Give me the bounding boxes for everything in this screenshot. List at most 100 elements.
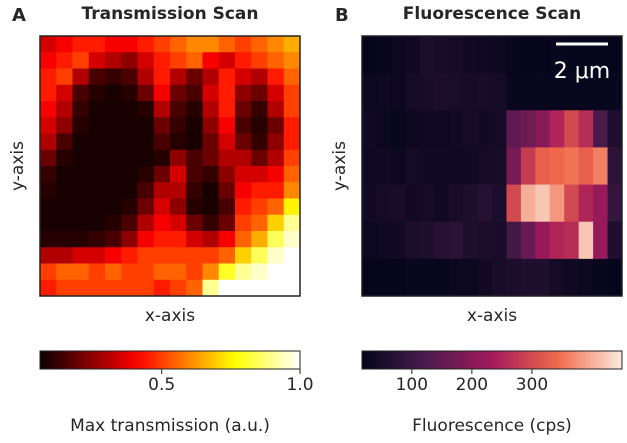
heatmap-cell — [88, 182, 106, 199]
heatmap-cell — [506, 258, 522, 297]
heatmap-cell — [153, 279, 171, 297]
heatmap-cell — [137, 279, 155, 297]
heatmap-cell — [549, 258, 565, 297]
heatmap-cell — [535, 221, 551, 260]
heatmap-cell — [267, 117, 285, 134]
heatmap-cell — [564, 110, 580, 148]
heatmap-cell — [578, 110, 594, 148]
heatmap-cell — [153, 149, 171, 167]
heatmap-cell — [283, 279, 301, 297]
colorbar-label: Fluorescence (cps) — [412, 416, 572, 436]
heatmap-cell — [105, 247, 122, 264]
heatmap-cell — [578, 147, 594, 185]
heatmap-cell — [463, 221, 478, 260]
heatmap-cell — [105, 166, 122, 183]
heatmap-cell — [251, 101, 268, 118]
heatmap-cell — [72, 198, 90, 216]
heatmap-cell — [564, 221, 580, 260]
heatmap-cell — [121, 214, 138, 232]
heatmap-cell — [463, 184, 478, 223]
heatmap-cell — [121, 198, 138, 216]
heatmap-cell — [218, 68, 236, 86]
heatmap-cell — [121, 279, 138, 297]
heatmap-cell — [105, 279, 122, 297]
heatmap-cell — [267, 149, 285, 167]
heatmap-cell — [376, 258, 392, 297]
heatmap-cell — [549, 73, 565, 111]
heatmap-cell — [549, 110, 565, 148]
x-axis-label: x-axis — [145, 306, 195, 326]
heatmap-cell — [153, 182, 171, 199]
heatmap-cell — [153, 36, 171, 53]
heatmap-cell — [137, 198, 155, 216]
heatmap-cell — [419, 110, 435, 148]
heatmap-cell — [218, 214, 236, 232]
heatmap-cell — [170, 247, 187, 264]
heatmap-cell — [40, 198, 57, 216]
heatmap-cell — [251, 36, 268, 53]
heatmap-cell — [578, 184, 594, 223]
colorbar-label: Max transmission (a.u.) — [70, 416, 270, 436]
heatmap-cell — [153, 133, 171, 151]
heatmap-cell — [434, 36, 450, 74]
heatmap-cell — [283, 231, 301, 248]
heatmap-cell — [434, 73, 450, 111]
heatmap-cell — [105, 182, 122, 199]
heatmap-cell — [170, 182, 187, 199]
heatmap-cell — [251, 231, 268, 248]
heatmap-cell — [72, 149, 90, 167]
heatmap-cell — [56, 279, 73, 297]
heatmap-cell — [251, 52, 268, 69]
heatmap-cell — [56, 101, 73, 118]
heatmap-cell — [186, 279, 203, 297]
heatmap-cell — [153, 198, 171, 216]
heatmap-cell — [186, 214, 203, 232]
heatmap-cell — [564, 184, 580, 223]
heatmap-cell — [72, 279, 90, 297]
heatmap-cell — [121, 52, 138, 69]
heatmap-cell — [121, 117, 138, 134]
heatmap-cell — [251, 182, 268, 199]
heatmap-cell — [390, 36, 406, 74]
scale-bar-label: 2 μm — [554, 59, 610, 84]
panel-label: A — [12, 5, 26, 26]
heatmap-cell — [72, 214, 90, 232]
heatmap-cell — [170, 166, 187, 183]
heatmap-cell — [186, 36, 203, 53]
heatmap-cell — [170, 214, 187, 232]
heatmap-cell — [40, 36, 57, 53]
heatmap-cell — [477, 221, 493, 260]
heatmap-cell — [477, 36, 493, 74]
heatmap-cell — [105, 133, 122, 151]
heatmap-cell — [362, 73, 377, 111]
heatmap-cell — [362, 221, 377, 260]
heatmap-cell — [121, 84, 138, 102]
heatmap-cell — [105, 84, 122, 102]
heatmap-cell — [376, 221, 392, 260]
heatmap-cell — [88, 166, 106, 183]
heatmap-cell — [235, 263, 252, 281]
heatmap-cell — [72, 231, 90, 248]
heatmap-cell — [520, 73, 536, 111]
heatmap-cell — [202, 84, 220, 102]
heatmap-cell — [477, 147, 493, 185]
heatmap-cell — [362, 147, 377, 185]
heatmap-cell — [40, 166, 57, 183]
heatmap-cell — [390, 258, 406, 297]
heatmap-cell — [251, 68, 268, 86]
heatmap-cell — [390, 110, 406, 148]
heatmap-cell — [186, 101, 203, 118]
heatmap-cell — [390, 147, 406, 185]
heatmap-cell — [267, 231, 285, 248]
x-axis-label: x-axis — [467, 306, 517, 326]
heatmap-cell — [186, 166, 203, 183]
heatmap-cell — [283, 117, 301, 134]
heatmap-cell — [137, 182, 155, 199]
heatmap-cell — [121, 101, 138, 118]
heatmap-cell — [477, 184, 493, 223]
heatmap-cell — [170, 101, 187, 118]
heatmap-cell — [564, 73, 580, 111]
heatmap-cell — [105, 263, 122, 281]
heatmap-cell — [283, 149, 301, 167]
heatmap-cell — [40, 182, 57, 199]
